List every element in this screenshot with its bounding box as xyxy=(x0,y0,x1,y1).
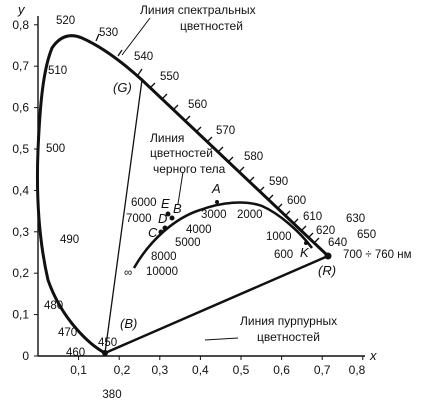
point-label-a: A xyxy=(211,181,221,196)
point-label-b-small: B xyxy=(173,201,182,216)
y-tick-label: 0,5 xyxy=(12,142,29,156)
wavelength-label: 590 xyxy=(269,176,288,188)
annotation-black-body-3: черного тела xyxy=(153,162,226,176)
wavelength-label: 470 xyxy=(58,327,77,339)
wavelength-label: 540 xyxy=(134,51,153,63)
y-tick-label: 0,2 xyxy=(12,266,29,280)
wavelength-label: 510 xyxy=(48,65,67,77)
temperature-label: ∞ xyxy=(124,267,132,279)
wavelength-label: 570 xyxy=(216,125,235,137)
point-b-marker xyxy=(102,350,108,356)
temperature-label: 8000 xyxy=(151,251,177,263)
annotation-purple-line-1: Линия пурпурных xyxy=(240,314,337,328)
y-tick-label: 0 xyxy=(22,349,29,363)
annotation-black-body-2: цветностей xyxy=(150,146,213,160)
x-tick-label: 0,7 xyxy=(314,363,331,377)
wavelength-label: 630 xyxy=(346,213,365,225)
wavelength-label: 650 xyxy=(357,229,376,241)
y-tick-label: 0,8 xyxy=(12,18,29,32)
annotations: Линия спектральных цветностей Линия цвет… xyxy=(140,3,337,344)
wavelength-label: 490 xyxy=(60,234,79,246)
temperature-label: 4000 xyxy=(186,224,212,236)
point-e-marker xyxy=(165,211,171,217)
wavelength-labels: 380 450 460 470 480 490 500 510 520 530 … xyxy=(44,15,412,400)
point-label-g: (G) xyxy=(113,80,132,95)
temperature-label: 5000 xyxy=(175,237,201,249)
x-tick-label: 0,6 xyxy=(273,363,290,377)
point-k-marker xyxy=(304,241,308,245)
wavelength-label: 530 xyxy=(99,27,118,39)
point-label-e: E xyxy=(161,196,170,211)
triangle-line-g-b xyxy=(104,79,143,354)
wavelength-label: 450 xyxy=(98,337,117,349)
wavelength-label: 610 xyxy=(303,211,322,223)
wavelength-label: 700 ÷ 760 нм xyxy=(343,249,412,261)
point-label-c: C xyxy=(148,225,158,240)
temperature-label: 6000 xyxy=(131,197,157,209)
x-tick-label: 0,2 xyxy=(114,363,131,377)
x-tick-label: 0,4 xyxy=(192,363,209,377)
spectral-ticks xyxy=(95,33,320,244)
point-labels: (G) (R) (B) A B C D E K xyxy=(113,80,336,331)
wavelength-label: 640 xyxy=(328,237,347,249)
temperature-labels: 3000 2000 1000 600 4000 5000 6000 7000 8… xyxy=(124,197,293,279)
temperature-label: 7000 xyxy=(126,213,152,225)
y-tick-label: 0,3 xyxy=(12,225,29,239)
temperature-label: 3000 xyxy=(201,209,227,221)
x-tick-label: 0,8 xyxy=(349,363,366,377)
x-tick-label: 0,5 xyxy=(233,363,250,377)
point-label-b: (B) xyxy=(120,316,137,331)
x-tick-label: 0,3 xyxy=(151,363,168,377)
annotation-black-body-1: Линия xyxy=(150,131,184,145)
point-label-r: (R) xyxy=(318,263,336,278)
purple-line xyxy=(104,254,329,355)
wavelength-label: 620 xyxy=(316,225,335,237)
axes xyxy=(34,16,365,360)
point-a-marker xyxy=(215,200,219,204)
point-b-small-marker xyxy=(169,215,175,221)
temperature-label: 2000 xyxy=(237,209,263,221)
x-tick-label: 0,1 xyxy=(70,363,87,377)
spectral-locus-curve xyxy=(35,34,330,355)
y-tick-label: 0,1 xyxy=(12,308,29,322)
x-axis-label: x xyxy=(369,348,377,363)
point-label-d: D xyxy=(158,211,167,226)
wavelength-label: 550 xyxy=(160,71,179,83)
wavelength-label: 460 xyxy=(66,347,85,359)
y-axis-label: y xyxy=(17,2,26,17)
annotation-purple-line-2: цветностей xyxy=(257,330,320,344)
point-label-k: K xyxy=(300,245,310,260)
wavelength-label: 380 xyxy=(102,389,121,400)
pointer-black-body xyxy=(177,171,184,205)
point-r-marker xyxy=(324,252,332,260)
wavelength-label: 480 xyxy=(44,300,63,312)
temperature-label: 10000 xyxy=(146,266,178,278)
wavelength-label: 580 xyxy=(244,151,263,163)
point-c-marker xyxy=(158,229,164,235)
temperature-label: 600 xyxy=(274,249,293,261)
annotation-spectral-line-1: Линия спектральных xyxy=(140,3,256,17)
y-tick-label: 0,6 xyxy=(12,101,29,115)
wavelength-label: 520 xyxy=(56,15,75,27)
x-tick-labels: 0,1 0,2 0,3 0,4 0,5 0,6 0,7 0,8 xyxy=(70,363,365,377)
temperature-label: 1000 xyxy=(266,231,292,243)
pointer-spectral xyxy=(121,17,151,56)
wavelength-label: 500 xyxy=(46,143,65,155)
wavelength-label: 560 xyxy=(188,99,207,111)
point-d-marker xyxy=(162,225,168,231)
wavelength-label: 600 xyxy=(287,195,306,207)
y-tick-labels: 0 0,1 0,2 0,3 0,4 0,5 0,6 0,7 0,8 xyxy=(12,18,29,363)
annotation-spectral-line-2: цветностей xyxy=(180,19,243,33)
y-tick-label: 0,4 xyxy=(12,183,29,197)
y-tick-label: 0,7 xyxy=(12,59,29,73)
pointer-purple xyxy=(204,337,239,341)
